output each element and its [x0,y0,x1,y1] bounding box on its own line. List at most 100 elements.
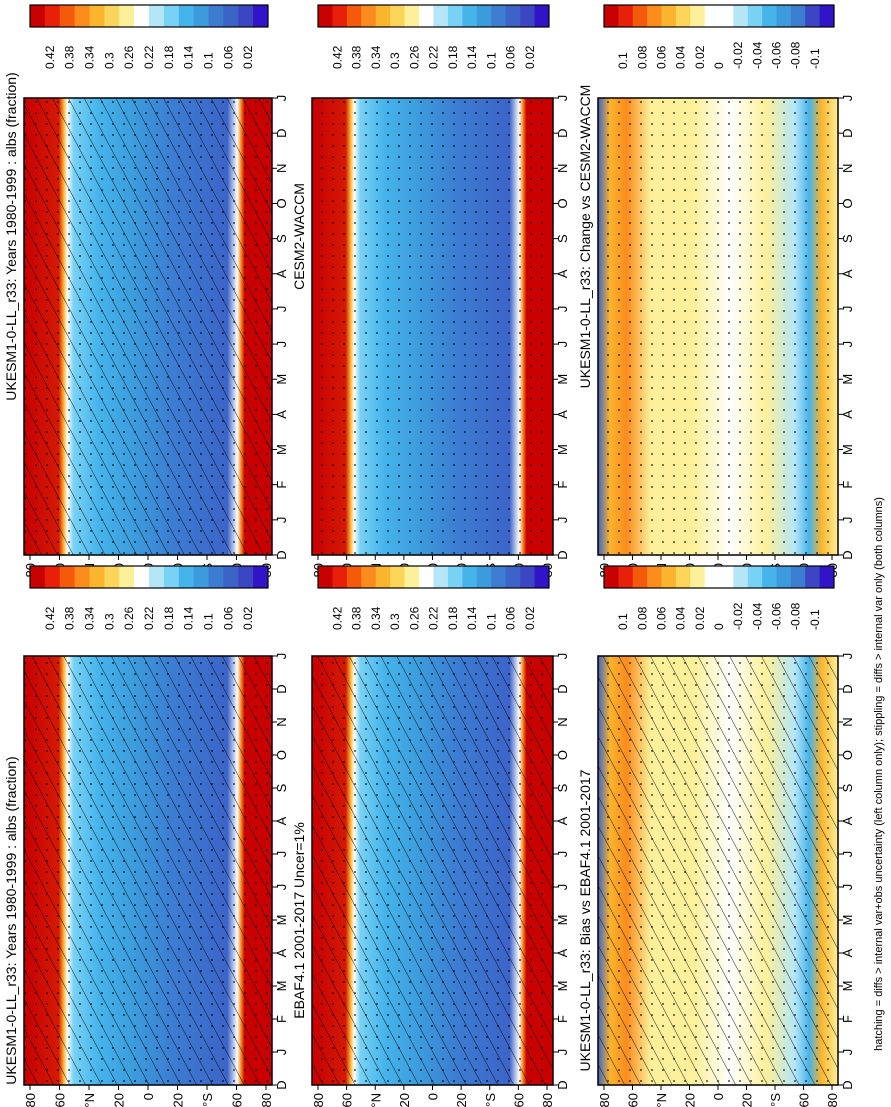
colorbar-label: 0.1 [202,52,216,69]
month-tick-label: A [840,410,855,419]
month-tick-label: J [840,95,855,102]
colorbar-swatch [104,566,120,588]
month-tick-label: A [555,269,570,278]
month-tick-label: M [840,374,855,385]
colorbar-swatch [776,566,792,588]
colorbar-label: -0.02 [731,41,745,69]
colorbar-label: 0 [712,62,726,69]
month-tick-label: J [555,341,570,348]
colorbar-label: 0.06 [221,606,235,630]
month-tick-label: J [555,884,570,891]
month-tick-label: O [840,198,855,208]
panel-bias: 0.1 0.08 0.06 0.04 0.02 0 -0.02 -0.04 -0.06 -0.08… [577,565,855,1107]
month-tick-label: J [555,306,570,313]
colorbar-swatch [104,5,120,27]
colorbar-swatch [59,5,76,27]
month-tick-label: O [840,750,855,760]
colorbar-swatch [134,5,150,27]
month-tick-label: J [274,653,289,660]
month-tick-label: D [840,1080,855,1089]
colorbar-swatch [534,5,550,27]
colorbar-label: 0.02 [693,606,707,630]
colorbar-label: 0 [712,623,726,630]
colorbar-swatch [404,5,420,27]
month-tick-label: D [274,684,289,693]
colorbar-label: 0.3 [388,52,402,69]
latitude-tick-label: 80 [259,1093,274,1107]
month-tick-label: M [274,981,289,992]
colorbar-label: 0.1 [616,52,630,69]
colorbar-label: 0.02 [523,45,537,69]
latitude-tick-label: 60 [340,1093,355,1107]
latitude-tick-label: °S [483,1093,498,1107]
colorbar-swatch [404,566,420,588]
colorbar-swatch [704,566,720,588]
month-tick-label: O [274,198,289,208]
month-tick-label: D [555,550,570,559]
colorbar-swatch [747,5,763,27]
month-tick-label: J [555,517,570,524]
month-tick-label: M [555,444,570,455]
colorbar-swatch [462,5,478,27]
colorbar-label: -0.06 [770,41,784,69]
latitude-tick-label: 20 [397,1093,412,1107]
colorbar-swatch [238,566,254,588]
colorbar-label: 0.38 [350,606,364,630]
colorbar-swatch [661,5,677,27]
colorbar-label: 0.02 [523,606,537,630]
month-tick-label: F [555,1015,570,1023]
colorbar-swatch [604,566,619,588]
colorbar-label: 0.26 [407,606,421,630]
latitude-tick-label: 80 [540,1093,555,1107]
month-tick-label: J [555,653,570,660]
colorbar-swatch [223,566,239,588]
colorbar-swatch [776,5,792,27]
colorbar-swatch [719,5,734,27]
month-tick-label: J [274,851,289,858]
colorbar-swatch [178,566,195,588]
month-tick-label: F [840,1015,855,1023]
colorbar-swatch [762,566,777,588]
colorbar-swatch [332,566,348,588]
colorbar: 0.1 0.08 0.06 0.04 0.02 0 -0.02 -0.04 -0.06 -0.08… [603,4,835,69]
month-tick-label: J [274,306,289,313]
panel-title: CESM2-WACCM [291,183,307,290]
month-tick-label: M [274,374,289,385]
colorbar-swatch [462,566,478,588]
colorbar-swatch [476,5,492,27]
colorbar-label: 0.1 [484,52,498,69]
month-tick-label: A [274,948,289,957]
colorbar-swatch [520,566,536,588]
month-tick-label: A [840,948,855,957]
colorbar-label: 0.22 [142,45,156,69]
colorbar-swatch [790,566,806,588]
latitude-tick-label: 60 [511,1093,526,1107]
panel-title: UKESM1-0-LL_r33: Bias vs EBAF4.1 2001-20… [577,769,593,1071]
colorbar-swatch [361,566,377,588]
month-tick-label: J [840,341,855,348]
colorbar-swatch [534,566,550,588]
month-tick-label: D [840,128,855,137]
colorbar-swatch [238,5,254,27]
colorbar: 0.42 0.38 0.34 0.3 0.26 0.22 0.18 0.14 0.1 0.06 0.… [29,4,269,69]
latitude-tick-label: °N [368,1093,383,1107]
colorbar-label: 0.42 [330,606,344,630]
colorbar-swatch [163,5,180,27]
latitude-tick-label: 20 [683,1093,698,1107]
month-tick-label: N [274,717,289,726]
colorbar-swatch [163,566,180,588]
colorbar-swatch [805,5,821,27]
colorbar-swatch [74,566,90,588]
colorbar-label: 0.02 [241,606,255,630]
month-tick-label: J [840,1049,855,1056]
colorbar-swatch [675,566,691,588]
colorbar-label: 0.18 [446,606,460,630]
latitude-tick-label: 80 [311,1093,326,1107]
month-tick-label: O [555,198,570,208]
latitude-tick-label: 80 [825,1093,840,1107]
month-tick-label: A [274,410,289,419]
colorbar-label: 0.38 [350,45,364,69]
month-tick-label: F [274,1015,289,1023]
colorbar-label: 0.34 [369,606,383,630]
